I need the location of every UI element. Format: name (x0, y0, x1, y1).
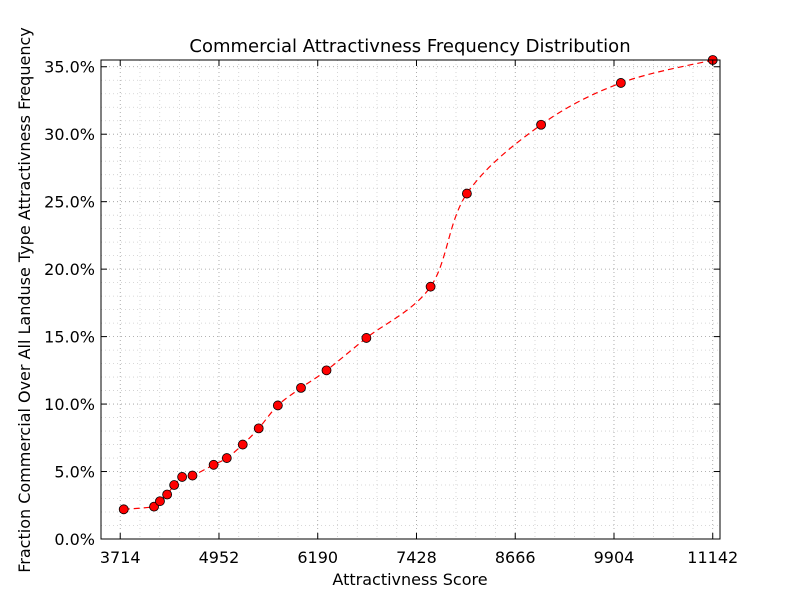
data-point (208, 459, 219, 470)
y-tick-label: 20.0% (44, 260, 95, 279)
plot-area-frame (100, 59, 721, 540)
y-tick-label: 10.0% (44, 395, 95, 414)
data-point (162, 489, 173, 500)
y-tick-label: 30.0% (44, 125, 95, 144)
data-point (169, 480, 180, 490)
y-tick-label: 0.0% (54, 530, 95, 549)
data-point (425, 281, 436, 292)
data-point (361, 333, 372, 343)
data-point (253, 423, 264, 434)
x-tick-label: 6190 (297, 548, 338, 567)
data-points (118, 55, 718, 515)
y-tick-label: 25.0% (44, 193, 95, 212)
data-point (237, 439, 248, 450)
data-point (221, 453, 232, 463)
data-point (177, 472, 188, 482)
y-tick-label: 35.0% (44, 58, 95, 77)
data-point (272, 400, 283, 411)
axis-ticks: 3714 4952 6190 7428 8666 9904 11142 0.0% 5.0% 10.… (44, 58, 738, 567)
chart-title: Commercial Attractivness Frequency Distr… (189, 36, 630, 57)
data-point (296, 382, 306, 393)
data-point (461, 188, 472, 199)
data-point (187, 470, 198, 481)
data-point (536, 119, 546, 130)
x-tick-label: 3714 (100, 548, 141, 567)
data-point (155, 496, 165, 507)
x-tick-label: 11142 (687, 548, 738, 567)
x-tick-label: 4952 (199, 548, 240, 567)
data-point (118, 504, 129, 515)
data-point (615, 78, 626, 88)
y-axis-label: Fraction Commercial Over All Landuse Typ… (15, 27, 34, 572)
data-point (321, 365, 332, 376)
x-axis-label: Attractivness Score (332, 570, 487, 589)
x-tick-label: 8666 (495, 548, 536, 567)
y-tick-label: 15.0% (44, 328, 95, 347)
x-tick-label: 7428 (396, 548, 437, 567)
x-tick-label: 9904 (594, 548, 635, 567)
y-tick-label: 5.0% (54, 463, 95, 482)
